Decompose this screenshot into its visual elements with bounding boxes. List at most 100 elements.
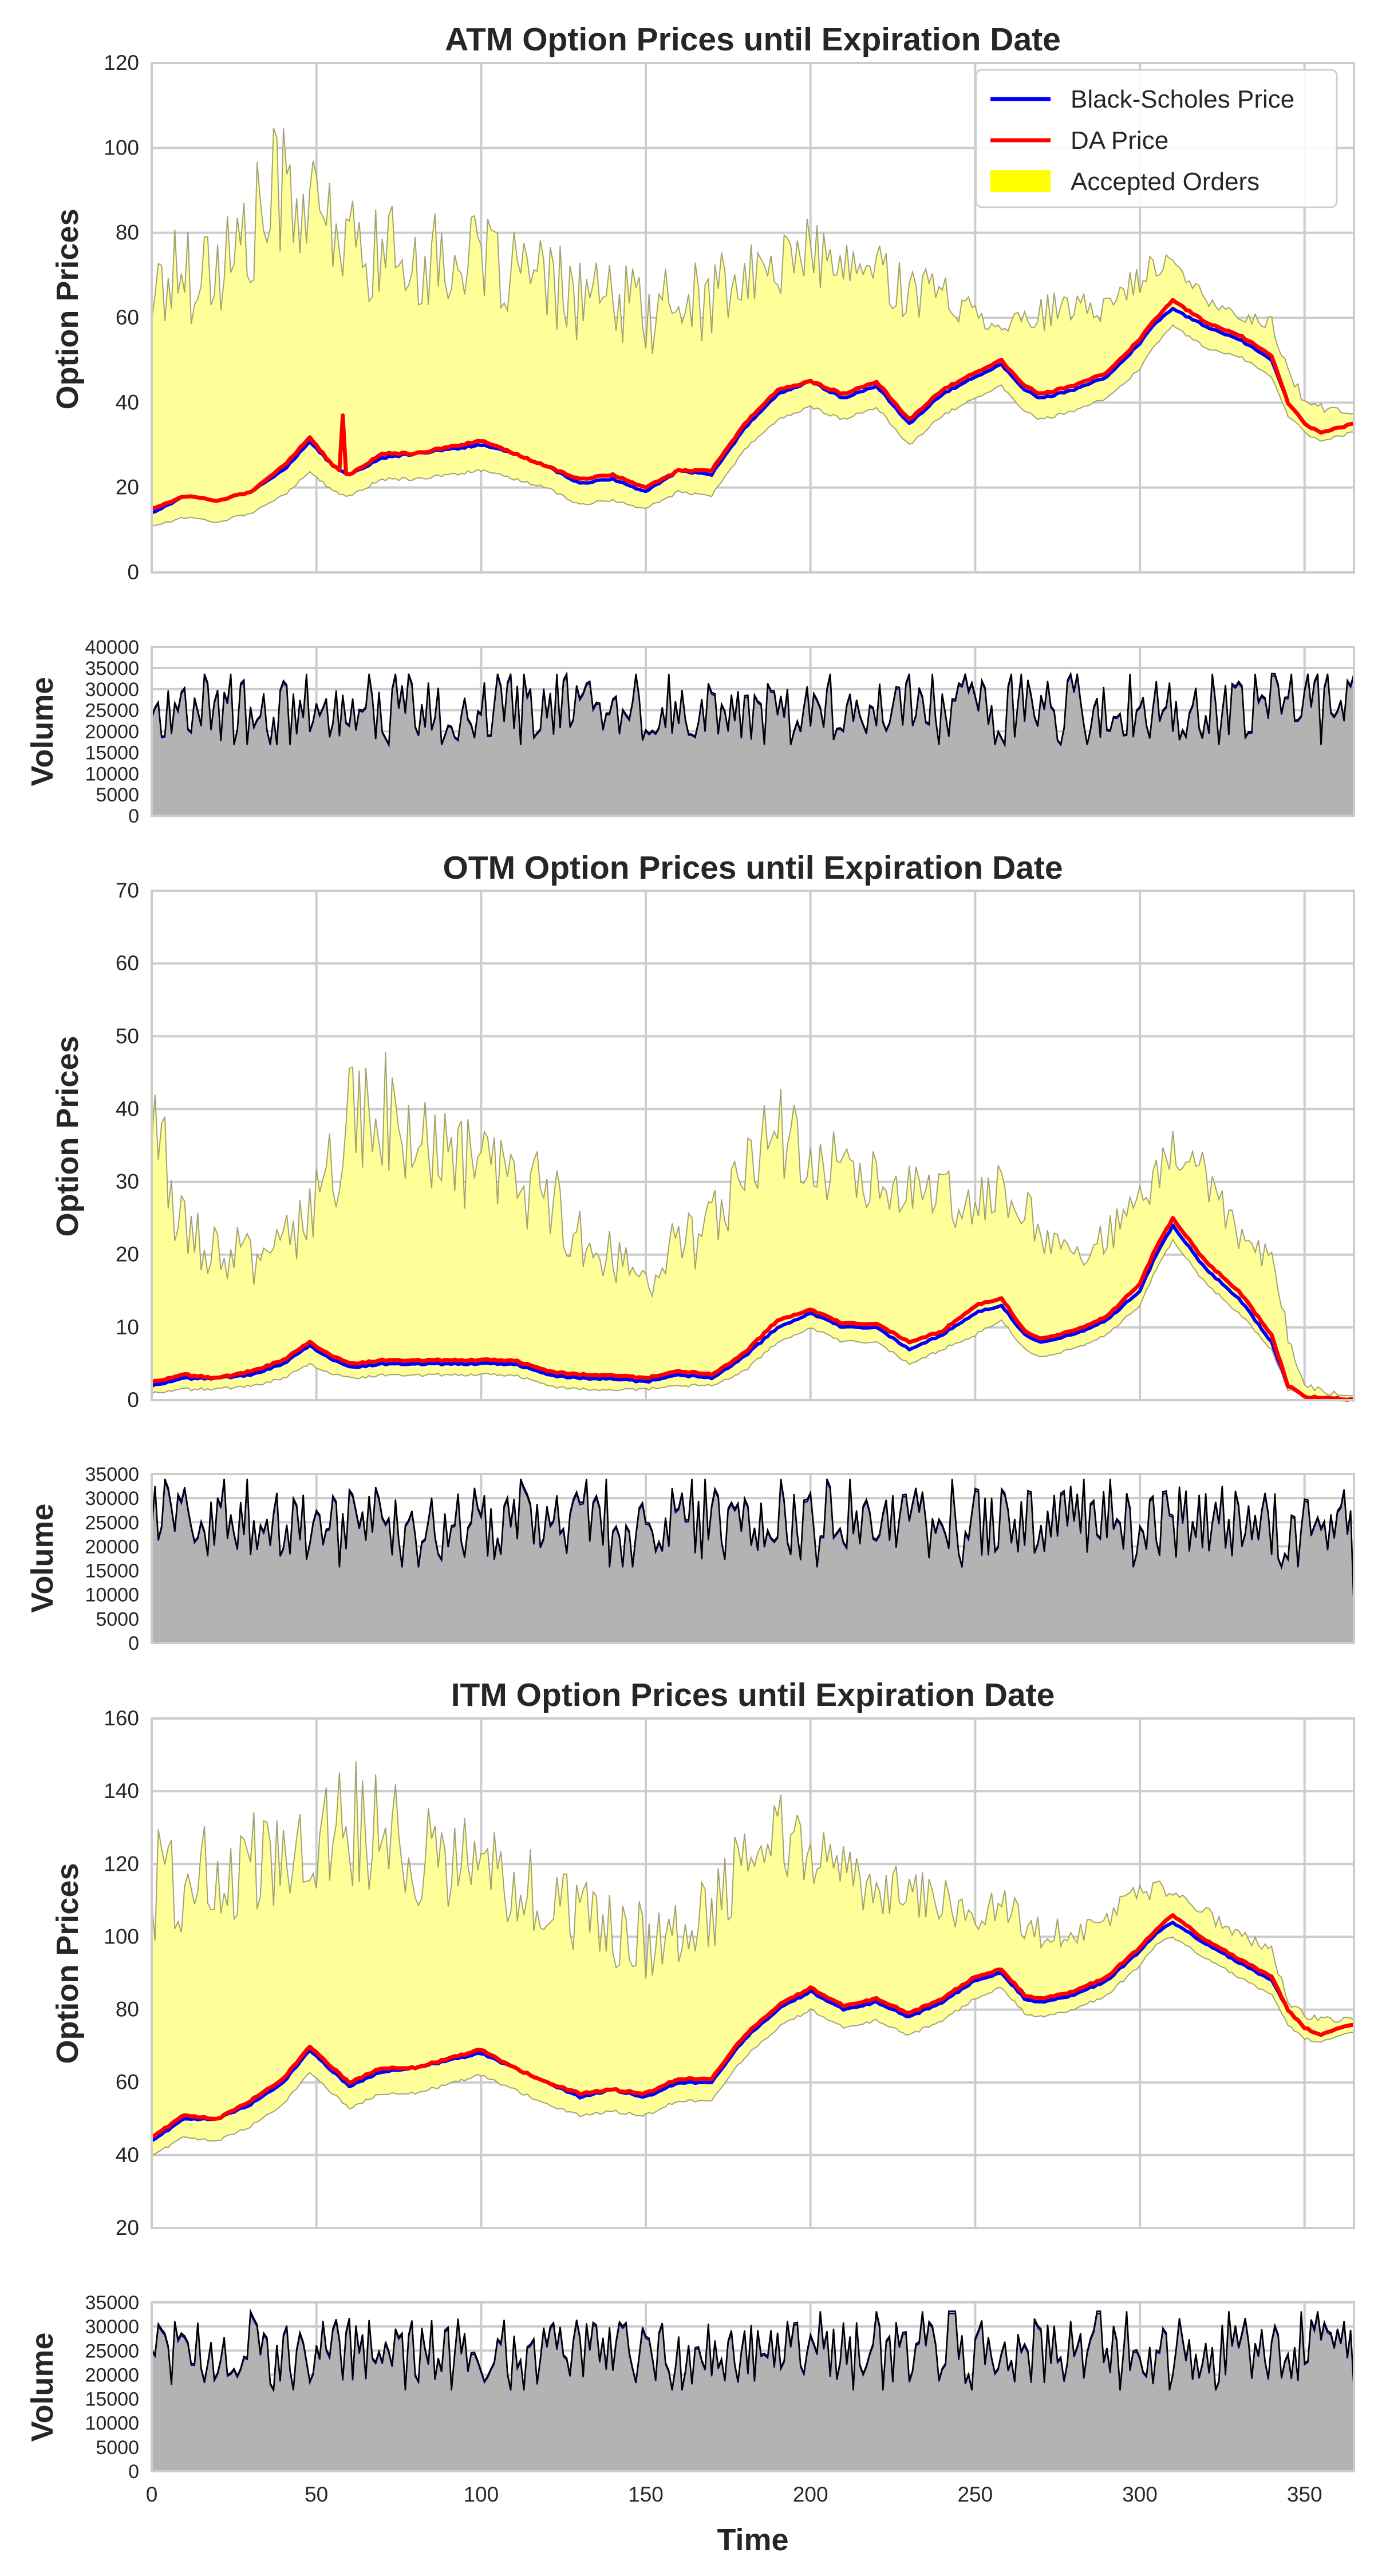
itm-da-price-line: [151, 1913, 1355, 2139]
atm-volume-plot-area: [151, 671, 1355, 816]
otm-da-price-line: [151, 1216, 1355, 1402]
atm-volume-y-tick-label: 30000: [85, 679, 139, 701]
otm-chart-title: OTM Option Prices until Expiration Date: [443, 850, 1063, 886]
itm-volume-plot-area: [151, 2308, 1355, 2471]
otm-volume-frame: [151, 1473, 1355, 1644]
otm-y-axis-label: Option Prices: [50, 1036, 85, 1236]
itm-volume-y-tick-label: 30000: [85, 2316, 139, 2338]
x-tick-label: 100: [463, 2483, 499, 2506]
itm-plot-frame: [151, 1717, 1355, 2229]
x-tick-label: 200: [793, 2483, 828, 2506]
atm-y-tick-label: 80: [116, 221, 139, 244]
itm-volume-volume-area: [152, 2311, 1354, 2471]
x-tick-label: 50: [305, 2483, 328, 2506]
otm-y-tick-label: 60: [116, 951, 139, 975]
x-axis-ticks: 0 50 100 150 200 250 300 350: [146, 2483, 1322, 2506]
atm-y-tick-label: 100: [104, 136, 139, 159]
otm-volume-y-tick-label: 5000: [96, 1609, 139, 1630]
otm-y-tick-label: 20: [116, 1243, 139, 1266]
atm-y-tick-label: 120: [104, 51, 139, 74]
otm-volume-volume-line: [151, 1478, 1355, 1610]
x-tick-label: 300: [1122, 2483, 1158, 2506]
atm-y-axis-label: Option Prices: [50, 208, 85, 409]
atm-volume-y-tick-label: 20000: [85, 721, 139, 743]
x-axis-label: Time: [717, 2523, 788, 2557]
atm-volume-y-tick-label: 5000: [96, 784, 139, 806]
itm-volume-y-tick-label: 10000: [85, 2413, 139, 2435]
legend-orders-label: Accepted Orders: [1071, 168, 1260, 196]
itm-y-tick-label: 60: [116, 2071, 139, 2094]
atm-y-tick-label: 60: [116, 306, 139, 329]
atm-da-price-line: [151, 298, 1355, 511]
itm-y-tick-label: 100: [104, 1925, 139, 1948]
otm-y-tick-label: 10: [116, 1315, 139, 1339]
atm-volume-panel: Volume 050001000015000200002500030000350…: [25, 637, 1355, 827]
otm-volume-y-tick-label: 25000: [85, 1512, 139, 1534]
otm-volume-y-tick-label: 10000: [85, 1585, 139, 1606]
itm-volume-frame: [151, 2301, 1355, 2472]
otm-y-tick-label: 50: [116, 1024, 139, 1048]
otm-plot-area: [151, 1052, 1355, 1402]
atm-volume-volume-line: [151, 671, 1355, 747]
atm-volume-frame: [151, 646, 1355, 817]
itm-volume-y-tick-label: 5000: [96, 2437, 139, 2459]
itm-volume-y-tick-label: 25000: [85, 2340, 139, 2362]
x-tick-label: 250: [957, 2483, 993, 2506]
atm-volume-y-tick-label: 0: [128, 805, 139, 827]
otm-volume-y-label: Volume: [25, 1503, 60, 1613]
itm-volume-y-label: Volume: [25, 2332, 60, 2441]
atm-y-tick-label: 0: [127, 560, 139, 584]
otm-y-tick-label: 0: [127, 1388, 139, 1412]
otm-volume-y-tick-label: 35000: [85, 1464, 139, 1485]
legend-da-label: DA Price: [1071, 127, 1168, 155]
itm-volume-panel: Volume 050001000015000200002500030000350…: [25, 2292, 1355, 2557]
otm-y-tick-label: 30: [116, 1170, 139, 1194]
atm-y-tick-label: 40: [116, 390, 139, 414]
legend-box: [975, 69, 1338, 208]
otm-y-tick-label: 70: [116, 879, 139, 902]
legend-bs-label: Black-Scholes Price: [1071, 85, 1294, 113]
x-tick-label: 150: [628, 2483, 664, 2506]
itm-y-tick-label: 120: [104, 1852, 139, 1875]
otm-plot-frame: [151, 890, 1355, 1401]
otm-volume-volume-area: [152, 1479, 1354, 1643]
itm-y-tick-label: 140: [104, 1779, 139, 1803]
atm-volume-y-tick-label: 25000: [85, 700, 139, 722]
atm-volume-volume-area: [152, 673, 1354, 816]
otm-price-panel: OTM Option Prices until Expiration Date …: [50, 850, 1355, 1412]
atm-volume-y-tick-label: 40000: [85, 637, 139, 658]
itm-volume-volume-line: [151, 2308, 1355, 2392]
atm-price-panel: ATM Option Prices until Expiration Date …: [50, 21, 1355, 584]
itm-price-panel: ITM Option Prices until Expiration Date …: [50, 1677, 1355, 2239]
atm-y-tick-label: 20: [116, 476, 139, 499]
x-tick-label: 0: [146, 2483, 158, 2506]
itm-y-ticks: 20 40 60 80 100 120 140 160: [104, 1706, 139, 2239]
otm-volume-y-tick-label: 15000: [85, 1560, 139, 1582]
atm-volume-y-tick-label: 10000: [85, 763, 139, 785]
otm-volume-y-tick-label: 30000: [85, 1488, 139, 1510]
otm-volume-y-tick-label: 0: [128, 1633, 139, 1654]
itm-y-tick-label: 160: [104, 1706, 139, 1730]
atm-chart-title: ATM Option Prices until Expiration Date: [445, 21, 1061, 58]
atm-plot-frame: [151, 62, 1355, 574]
itm-y-tick-label: 40: [116, 2143, 139, 2167]
itm-y-tick-label: 20: [116, 2216, 139, 2239]
itm-chart-title: ITM Option Prices until Expiration Date: [451, 1677, 1055, 1713]
otm-y-ticks: 0 10 20 30 40 50 60 70: [116, 879, 139, 1412]
legend: Black-Scholes Price DA Price Accepted Or…: [975, 69, 1338, 208]
otm-y-tick-label: 40: [116, 1097, 139, 1120]
itm-y-tick-label: 80: [116, 1998, 139, 2021]
itm-volume-y-tick-label: 20000: [85, 2364, 139, 2386]
otm-volume-plot-area: [151, 1478, 1355, 1643]
atm-volume-y-tick-label: 35000: [85, 658, 139, 679]
otm-volume-y-tick-label: 20000: [85, 1536, 139, 1558]
legend-orders-swatch: [990, 170, 1051, 192]
otm-black-scholes-line: [151, 1223, 1355, 1402]
itm-black-scholes-line: [151, 1921, 1355, 2143]
x-tick-label: 350: [1287, 2483, 1322, 2506]
